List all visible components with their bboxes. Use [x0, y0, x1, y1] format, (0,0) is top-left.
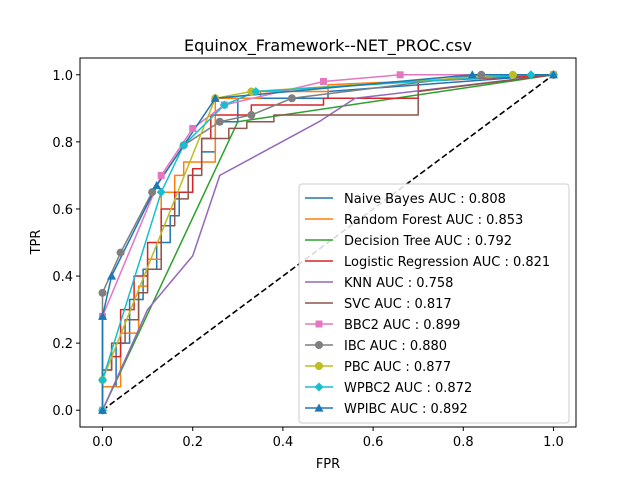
axis-ticks: 0.0 0.2 0.4 0.6 0.8 1.0 0.0 0.2 0.4 0.6 0.8 1.0: [52, 69, 563, 450]
legend-label: Logistic Regression AUC : 0.821: [344, 255, 550, 270]
series-line: [101, 74, 554, 411]
y-tick-label: 0.6: [52, 203, 73, 218]
y-tick-label: 0.4: [52, 270, 73, 285]
data-point-circle: [116, 248, 125, 257]
legend-label: PBC AUC : 0.877: [344, 360, 451, 375]
data-point-circle: [247, 87, 256, 96]
series-line: [101, 74, 554, 411]
legend: Naive Bayes AUC : 0.808 Random Forest AUC…: [298, 183, 570, 424]
x-tick-label: 0.0: [92, 435, 113, 450]
data-point-triangle: [98, 311, 108, 320]
data-point-circle: [508, 70, 517, 79]
y-axis-label: TPR: [29, 230, 44, 256]
legend-label: WPBC2 AUC : 0.872: [344, 381, 472, 396]
legend-label: Random Forest AUC : 0.853: [344, 213, 523, 228]
data-point-triangle: [467, 70, 477, 79]
legend-label: WPIBC AUC : 0.892: [344, 402, 468, 417]
y-tick-label: 0.8: [52, 136, 73, 151]
x-tick-label: 0.8: [453, 435, 474, 450]
data-point-diamond: [251, 87, 261, 97]
legend-label: KNN AUC : 0.758: [344, 276, 453, 291]
data-point-diamond: [314, 382, 324, 392]
data-point-triangle: [314, 403, 324, 412]
x-tick-label: 1.0: [543, 435, 564, 450]
legend-label: IBC AUC : 0.880: [344, 339, 447, 354]
data-point-diamond: [219, 100, 229, 110]
y-tick-label: 0.2: [52, 337, 73, 352]
legend-label: BBC2 AUC : 0.899: [344, 318, 460, 333]
y-tick-label: 0.0: [52, 404, 73, 419]
data-point-square: [189, 124, 197, 132]
data-point-diamond: [526, 70, 536, 80]
data-point-circle: [287, 94, 296, 103]
series-line: [101, 74, 554, 411]
series-line: [101, 74, 554, 411]
data-point-square: [396, 71, 404, 79]
data-point-square: [315, 320, 323, 328]
legend-label: Naive Bayes AUC : 0.808: [344, 192, 506, 207]
data-point-triangle: [548, 70, 558, 79]
data-point-triangle: [98, 405, 108, 414]
data-point-circle: [247, 111, 256, 120]
data-point-circle: [315, 362, 323, 370]
data-point-circle: [477, 70, 486, 79]
data-point-square: [157, 171, 165, 179]
data-point-diamond: [98, 375, 108, 385]
data-point-diamond: [156, 187, 166, 197]
y-tick-label: 1.0: [52, 69, 73, 84]
plot-area: [98, 70, 558, 415]
data-point-triangle: [107, 271, 117, 280]
chart-title: Equinox_Framework--NET_PROC.csv: [184, 36, 472, 56]
legend-label: Decision Tree AUC : 0.792: [344, 234, 512, 249]
data-point-circle: [98, 288, 107, 297]
legend-box: [298, 183, 570, 424]
data-point-diamond: [179, 140, 189, 150]
legend-label: SVC AUC : 0.817: [344, 297, 452, 312]
data-point-triangle: [210, 93, 220, 102]
data-point-square: [319, 77, 327, 85]
x-tick-label: 0.6: [363, 435, 384, 450]
data-point-circle: [315, 341, 323, 349]
x-axis-label: FPR: [316, 457, 340, 472]
x-tick-label: 0.4: [273, 435, 294, 450]
data-point-triangle: [152, 180, 162, 190]
data-point-circle: [148, 188, 157, 197]
plot-frame: [79, 57, 577, 428]
x-tick-label: 0.2: [182, 435, 203, 450]
data-point-circle: [215, 117, 224, 126]
